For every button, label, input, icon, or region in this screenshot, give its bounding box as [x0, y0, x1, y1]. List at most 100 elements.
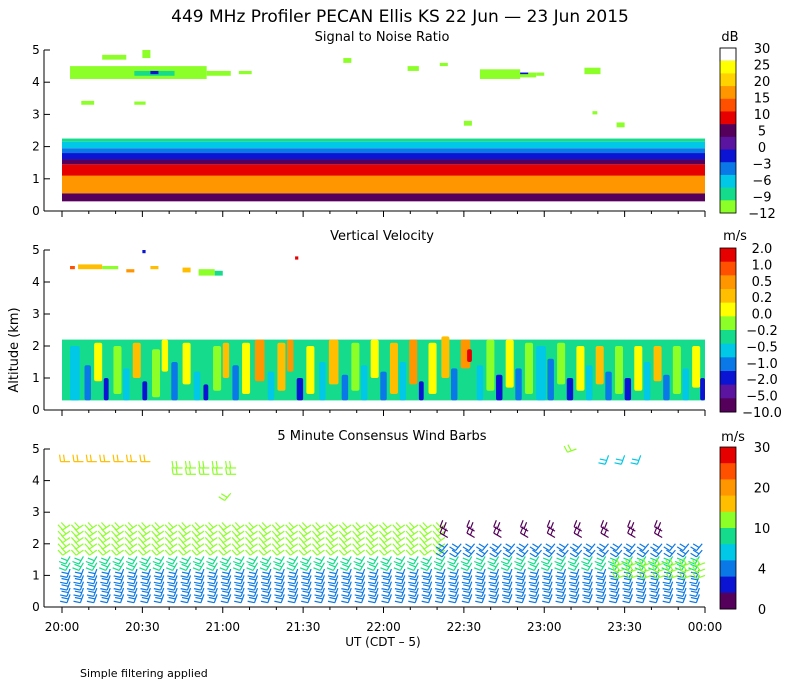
wind-barb: [662, 587, 674, 597]
barb-flag: [114, 584, 123, 587]
wind-barb: [352, 522, 365, 531]
barb-flag: [235, 584, 243, 587]
barb-flag: [207, 594, 215, 597]
wind-barb: [298, 541, 312, 550]
barb-shaft: [253, 568, 259, 578]
echo-patch-11: [439, 62, 448, 67]
barb-flag: [221, 563, 229, 568]
barb-shaft: [410, 536, 419, 544]
barb-flag: [114, 577, 123, 581]
barb-flag: [164, 524, 171, 531]
barb-shaft: [116, 524, 124, 531]
barb-shaft: [602, 575, 607, 584]
wind-barb: [204, 534, 218, 544]
barb-flag: [171, 467, 174, 475]
barb-flag: [642, 558, 647, 565]
barb-flag: [676, 557, 684, 562]
barb-flag: [275, 596, 283, 600]
wind-barb: [245, 547, 258, 556]
barb-shaft: [695, 562, 706, 567]
wind-barb: [569, 549, 583, 558]
barb-flag: [262, 596, 270, 600]
barb-flag: [285, 524, 291, 531]
barb-flag: [220, 575, 228, 578]
barb-shaft: [307, 587, 312, 597]
wind-barb: [231, 522, 245, 531]
wind-barb: [207, 587, 218, 597]
barb-flag: [447, 567, 455, 571]
barb-flag: [556, 590, 564, 594]
barb-flag: [352, 524, 358, 531]
barb-flag: [677, 584, 685, 587]
barb-flag: [287, 600, 295, 604]
barb-flag: [129, 454, 133, 462]
echo-patch-1: [102, 266, 119, 270]
echo-patch-19: [592, 111, 598, 115]
barb-shaft: [79, 587, 84, 597]
velocity-panel-title: Vertical Velocity: [330, 229, 434, 244]
barb-flag: [419, 537, 425, 543]
wind-barb: [487, 556, 500, 565]
wind-barb: [73, 594, 84, 604]
wind-barb: [113, 575, 125, 585]
barb-flag: [692, 572, 697, 579]
barb-flag: [676, 563, 684, 568]
wind-barb: [461, 581, 473, 591]
wind-barb: [622, 581, 634, 591]
wind-barb: [137, 534, 151, 544]
wind-barb: [60, 568, 71, 578]
wind-barb: [556, 543, 569, 552]
barb-shaft: [399, 556, 406, 565]
wind-barb: [475, 575, 486, 585]
barb-shaft: [224, 492, 232, 501]
barb-shaft: [196, 536, 205, 544]
barb-flag: [550, 522, 554, 529]
barb-flag: [153, 600, 161, 604]
barb-flag: [436, 590, 444, 594]
wind-barb: [449, 549, 462, 558]
wind-barb: [352, 528, 365, 537]
barb-shaft: [89, 536, 98, 544]
wind-barb: [327, 575, 339, 585]
barb-flag: [301, 600, 309, 604]
barb-flag: [422, 577, 431, 581]
barb-shaft: [414, 575, 419, 584]
barb-flag: [595, 575, 603, 578]
barb-flag: [597, 590, 605, 594]
barb-shaft: [169, 549, 178, 556]
barb-flag: [394, 581, 402, 585]
colorbar-label: 0.5: [752, 275, 773, 290]
barb-flag: [231, 549, 238, 556]
barb-shaft: [89, 543, 98, 550]
barb-shaft: [290, 524, 299, 531]
barb-shaft: [65, 562, 71, 571]
colorbar-swatch: [720, 544, 736, 561]
barb-flag: [501, 581, 510, 585]
velocity-streak-51: [586, 365, 593, 401]
barb-shaft: [240, 568, 245, 578]
wind-barb: [218, 534, 232, 544]
barb-flag: [126, 600, 135, 604]
barb-flag: [631, 458, 639, 462]
barb-flag: [191, 537, 198, 543]
wind-barb: [341, 594, 352, 604]
wind-barb: [540, 556, 553, 565]
barb-flag: [542, 552, 550, 558]
barb-flag: [153, 594, 161, 597]
barb-shaft: [615, 594, 620, 603]
barb-flag: [396, 584, 404, 587]
barb-shaft: [575, 575, 580, 584]
barb-flag: [610, 596, 618, 600]
barb-flag: [623, 552, 630, 558]
barb-flag: [573, 520, 578, 527]
barb-flag: [180, 575, 188, 578]
colorbar-label: −12: [748, 207, 775, 222]
barb-flag: [678, 565, 684, 573]
barb-flag: [501, 600, 510, 604]
barb-flag: [314, 600, 322, 604]
barb-flag: [72, 454, 75, 462]
wind-barb: [60, 594, 71, 604]
wind-barb: [528, 594, 540, 604]
barb-flag: [57, 530, 64, 537]
barb-flag: [650, 577, 658, 581]
